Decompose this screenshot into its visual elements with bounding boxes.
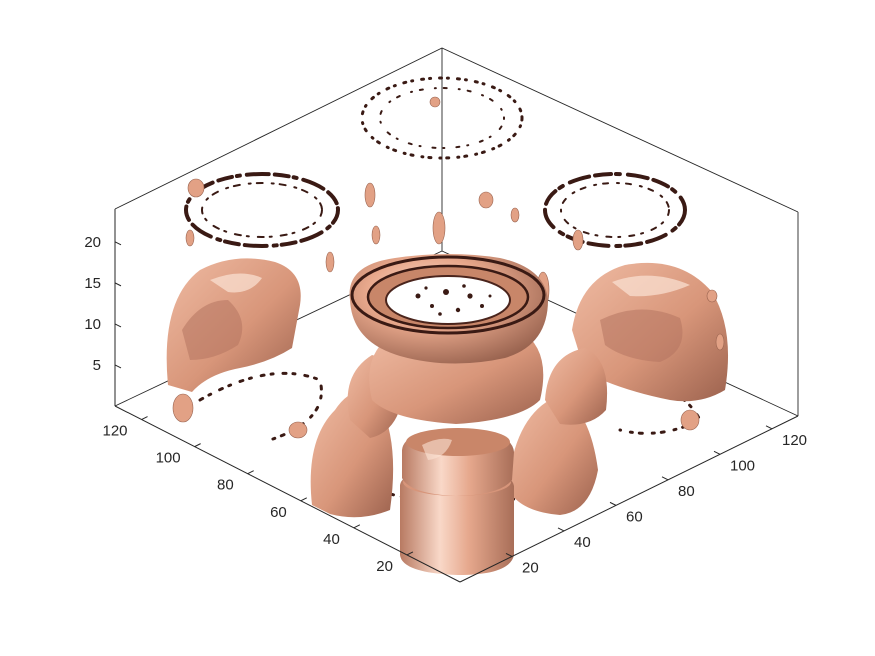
x-tick-mark (247, 470, 254, 475)
contour-ring-back (360, 76, 524, 160)
lower-right-cluster (510, 395, 598, 515)
fragment (288, 421, 308, 439)
fragment (706, 289, 718, 303)
x-tick-mark (353, 524, 361, 529)
mid-right-cluster (545, 348, 608, 425)
y-tick-label: 100 (730, 457, 755, 474)
speckle (480, 304, 484, 308)
fragment (429, 96, 441, 108)
y-tick-mark (557, 527, 565, 532)
z-tick-label: 5 (93, 357, 101, 374)
z-tick-label: 20 (84, 234, 101, 251)
speckle (438, 312, 442, 316)
x-tick-label: 60 (270, 504, 287, 521)
speckle (415, 293, 421, 299)
fragment (364, 182, 376, 208)
contour-ring-left-inner (201, 182, 323, 238)
contour-ring-right-inner (560, 182, 670, 238)
z-tick-label: 10 (84, 316, 101, 333)
z-tick-mark (114, 323, 122, 328)
column-upper-highlight (422, 438, 452, 460)
speckle (424, 286, 428, 290)
contour-ring-back-inner (379, 87, 505, 149)
fragment (478, 191, 494, 209)
x-tick-mark (141, 416, 148, 420)
z-tick-mark (114, 364, 122, 369)
speckle (430, 304, 434, 308)
x-tick-label: 120 (103, 423, 128, 440)
y-tick-label: 60 (626, 508, 643, 525)
z-tick-mark (114, 282, 122, 287)
x-tick-mark (406, 551, 414, 556)
y-tick-label: 80 (678, 483, 695, 500)
y-tick-mark (505, 553, 513, 557)
y-tick-mark (661, 476, 669, 481)
right-shell-shadow (600, 309, 683, 362)
fragment (172, 393, 194, 423)
x-axis-ticks: 20 40 60 80 100 120 (103, 416, 414, 575)
x-axis-line (114, 405, 461, 583)
fragment (185, 229, 195, 247)
z-tick-label: 15 (84, 275, 101, 292)
left-shell-shadow (182, 300, 243, 360)
column-mid-ring-top (406, 428, 510, 456)
left-shell-surface (166, 258, 301, 392)
lower-clusters (310, 348, 608, 518)
speckle (462, 284, 466, 288)
cap-inner-speckle (415, 284, 492, 316)
y-tick-mark (713, 450, 721, 455)
cap-rim-inner (385, 275, 511, 325)
x-tick-mark (300, 497, 307, 502)
right-shell-surface (572, 262, 729, 402)
fragment (187, 178, 205, 198)
speckle (467, 293, 473, 299)
y-tick-mark (609, 501, 617, 506)
fragment (510, 207, 520, 223)
x-tick-mark (194, 443, 201, 448)
x-tick-label: 80 (217, 477, 234, 494)
fragment (715, 333, 725, 351)
fragment (432, 211, 446, 245)
right-shell-highlight (612, 275, 690, 297)
cap-rim-outer (350, 255, 546, 335)
y-axis-ticks: 20 40 60 80 100 120 (505, 425, 807, 576)
x-tick-label: 40 (323, 531, 340, 548)
left-shell-highlight (210, 273, 262, 293)
fragment (325, 251, 335, 273)
central-cap (349, 254, 548, 364)
y-tick-mark (765, 425, 773, 430)
column-base-cylinder (400, 468, 514, 575)
contour-ring-left (184, 172, 340, 248)
contour-ring-right (543, 172, 687, 248)
z-axis-ticks: 5 10 15 20 (84, 234, 122, 374)
top-contours (184, 76, 687, 248)
x-tick-label: 20 (376, 558, 393, 575)
fragment (572, 229, 584, 251)
speckle (455, 307, 461, 313)
speckle (443, 289, 449, 295)
back-box-edges (114, 47, 799, 213)
x-tick-label: 100 (156, 450, 181, 467)
fragment (680, 409, 700, 431)
z-tick-mark (114, 241, 122, 246)
y-tick-label: 120 (782, 432, 807, 449)
speckle (488, 294, 492, 298)
y-tick-label: 40 (574, 534, 591, 551)
fragment (371, 225, 381, 245)
y-axis-line (459, 415, 799, 583)
y-tick-label: 20 (522, 559, 539, 576)
